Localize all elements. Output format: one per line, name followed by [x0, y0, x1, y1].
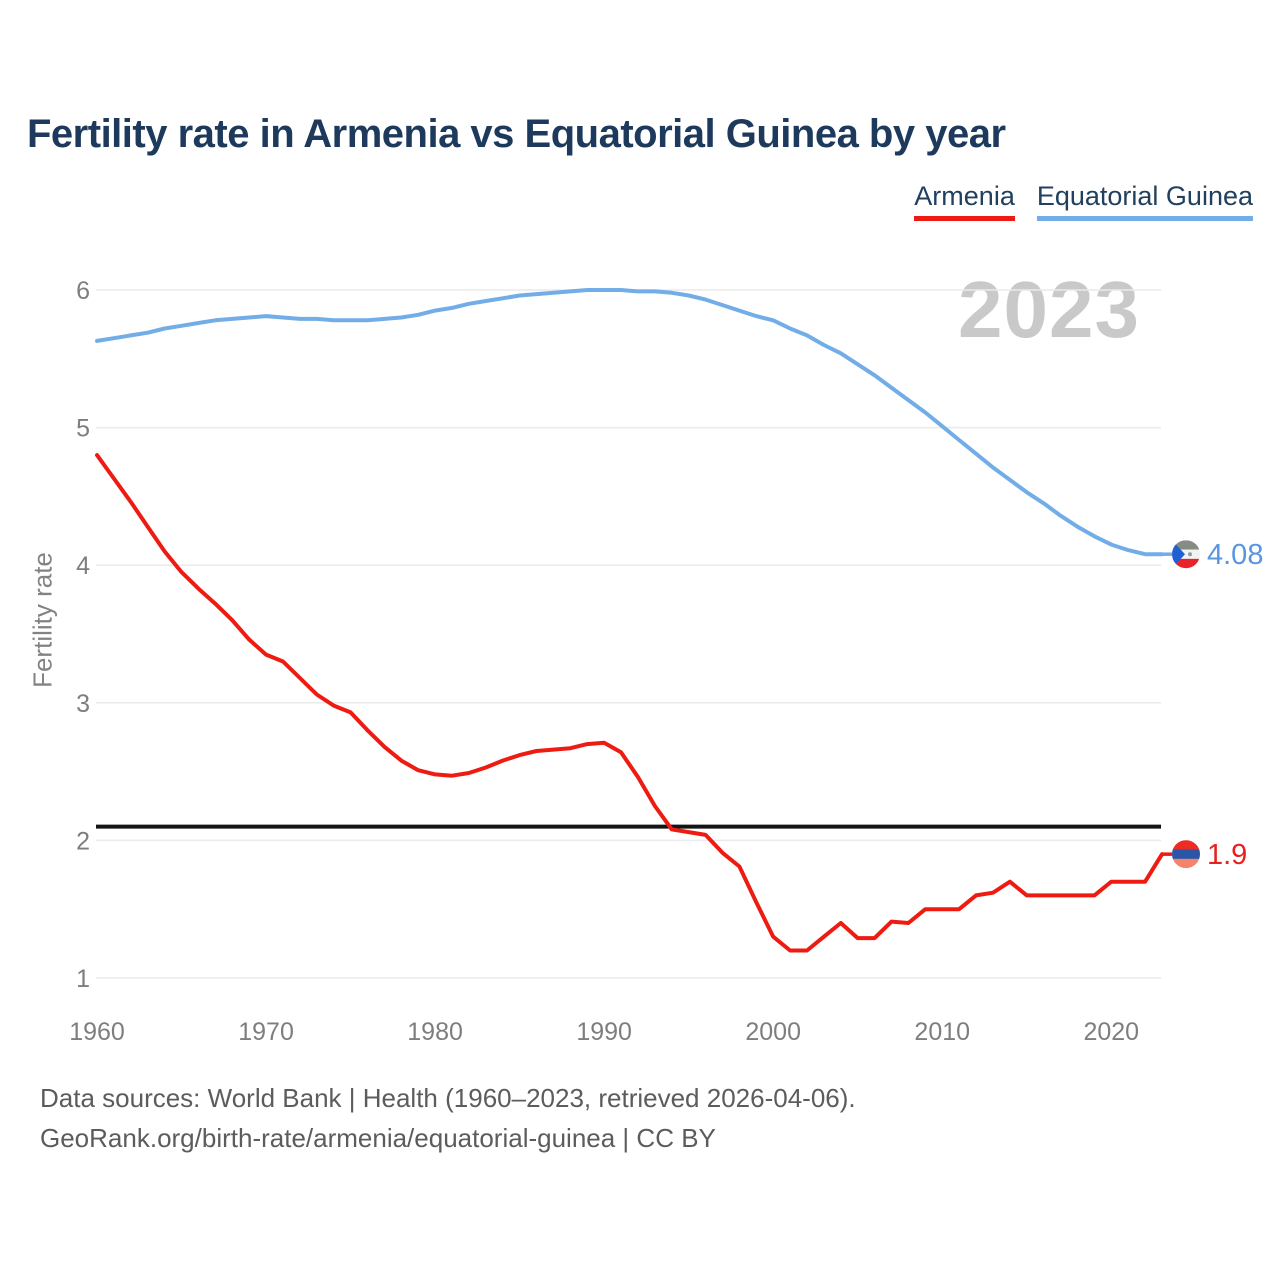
x-tick-1980: 1980	[407, 1018, 463, 1046]
x-tick-1960: 1960	[69, 1018, 125, 1046]
armenia-flag-icon	[1172, 840, 1200, 869]
end-value-label-armenia: 1.9	[1207, 839, 1247, 871]
x-tick-2010: 2010	[914, 1018, 970, 1046]
legend-item-armenia[interactable]: Armenia	[914, 181, 1015, 221]
end-value-label-equatorial-guinea: 4.08	[1207, 539, 1263, 571]
georank-link-line: GeoRank.org/birth-rate/armenia/equatoria…	[40, 1123, 716, 1154]
series-line-equatorial-guinea	[95, 288, 1164, 557]
year-watermark: 2023	[958, 265, 1140, 354]
y-tick-2: 2	[76, 827, 90, 855]
x-tick-2000: 2000	[745, 1018, 801, 1046]
equatorial-guinea-flag-icon	[1172, 540, 1200, 569]
y-tick-5: 5	[76, 415, 90, 443]
legend-item-equatorial-guinea[interactable]: Equatorial Guinea	[1036, 181, 1253, 221]
x-tick-1990: 1990	[576, 1018, 632, 1046]
data-sources-line: Data sources: World Bank | Health (1960–…	[40, 1083, 856, 1113]
source-attribution: Data sources: World Bank | Health (1960–…	[40, 1078, 856, 1159]
y-tick-6: 6	[76, 277, 90, 305]
x-tick-2020: 2020	[1083, 1018, 1139, 1046]
legend: Armenia Equatorial Guinea	[914, 181, 1253, 221]
y-tick-4: 4	[76, 552, 90, 580]
series-line-armenia	[95, 453, 1164, 953]
x-tick-1970: 1970	[238, 1018, 294, 1046]
y-tick-1: 1	[76, 965, 90, 993]
y-tick-3: 3	[76, 690, 90, 718]
page-title: Fertility rate in Armenia vs Equatorial …	[27, 112, 1006, 156]
